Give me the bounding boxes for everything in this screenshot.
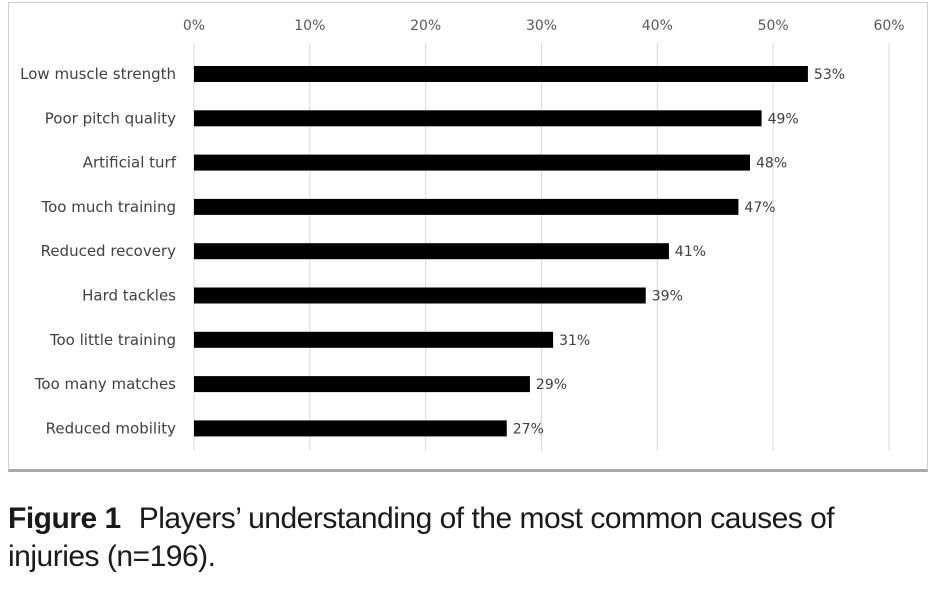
x-tick-label: 40% xyxy=(642,18,673,34)
figure-caption-text: Players’ understanding of the most commo… xyxy=(8,502,835,573)
x-tick-label: 0% xyxy=(183,18,205,34)
bar xyxy=(194,243,669,260)
x-tick-label: 30% xyxy=(526,18,557,34)
category-label: Artificial turf xyxy=(83,154,177,172)
x-tick-label: 20% xyxy=(410,18,441,34)
bar-chart: 0% 10% 20% 30% 40% 50% 60% Low muscle strength 5… xyxy=(20,18,905,451)
category-label: Reduced recovery xyxy=(41,242,177,260)
chart-frame: 0% 10% 20% 30% 40% 50% 60% Low muscle strength 5… xyxy=(8,2,928,472)
data-label: 48% xyxy=(756,156,787,172)
data-label: 31% xyxy=(559,333,590,349)
bar xyxy=(194,287,646,304)
data-label: 41% xyxy=(675,244,706,260)
bar xyxy=(194,376,530,393)
bar xyxy=(194,420,507,437)
data-label: 39% xyxy=(652,289,683,305)
data-label: 29% xyxy=(536,377,567,393)
x-tick-label: 10% xyxy=(294,18,325,34)
bar xyxy=(194,331,554,348)
x-tick-label: 60% xyxy=(873,18,904,34)
category-label: Hard tackles xyxy=(82,287,176,305)
bar xyxy=(194,110,762,127)
data-label: 49% xyxy=(768,111,799,127)
category-label: Low muscle strength xyxy=(20,65,176,83)
figure-caption: Figure 1 Players’ understanding of the mo… xyxy=(8,500,908,576)
data-label: 47% xyxy=(744,200,775,216)
category-label: Too much training xyxy=(41,198,177,216)
category-label: Too little training xyxy=(49,331,176,349)
bar xyxy=(194,198,739,215)
x-tick-label: 50% xyxy=(758,18,789,34)
data-label: 27% xyxy=(513,421,544,437)
bar xyxy=(194,66,808,82)
category-label: Too many matches xyxy=(34,375,176,393)
data-label: 53% xyxy=(814,67,845,83)
bar xyxy=(194,154,750,171)
category-label: Poor pitch quality xyxy=(45,109,176,127)
figure-label: Figure 1 xyxy=(8,502,121,535)
category-label: Reduced mobility xyxy=(46,419,176,437)
